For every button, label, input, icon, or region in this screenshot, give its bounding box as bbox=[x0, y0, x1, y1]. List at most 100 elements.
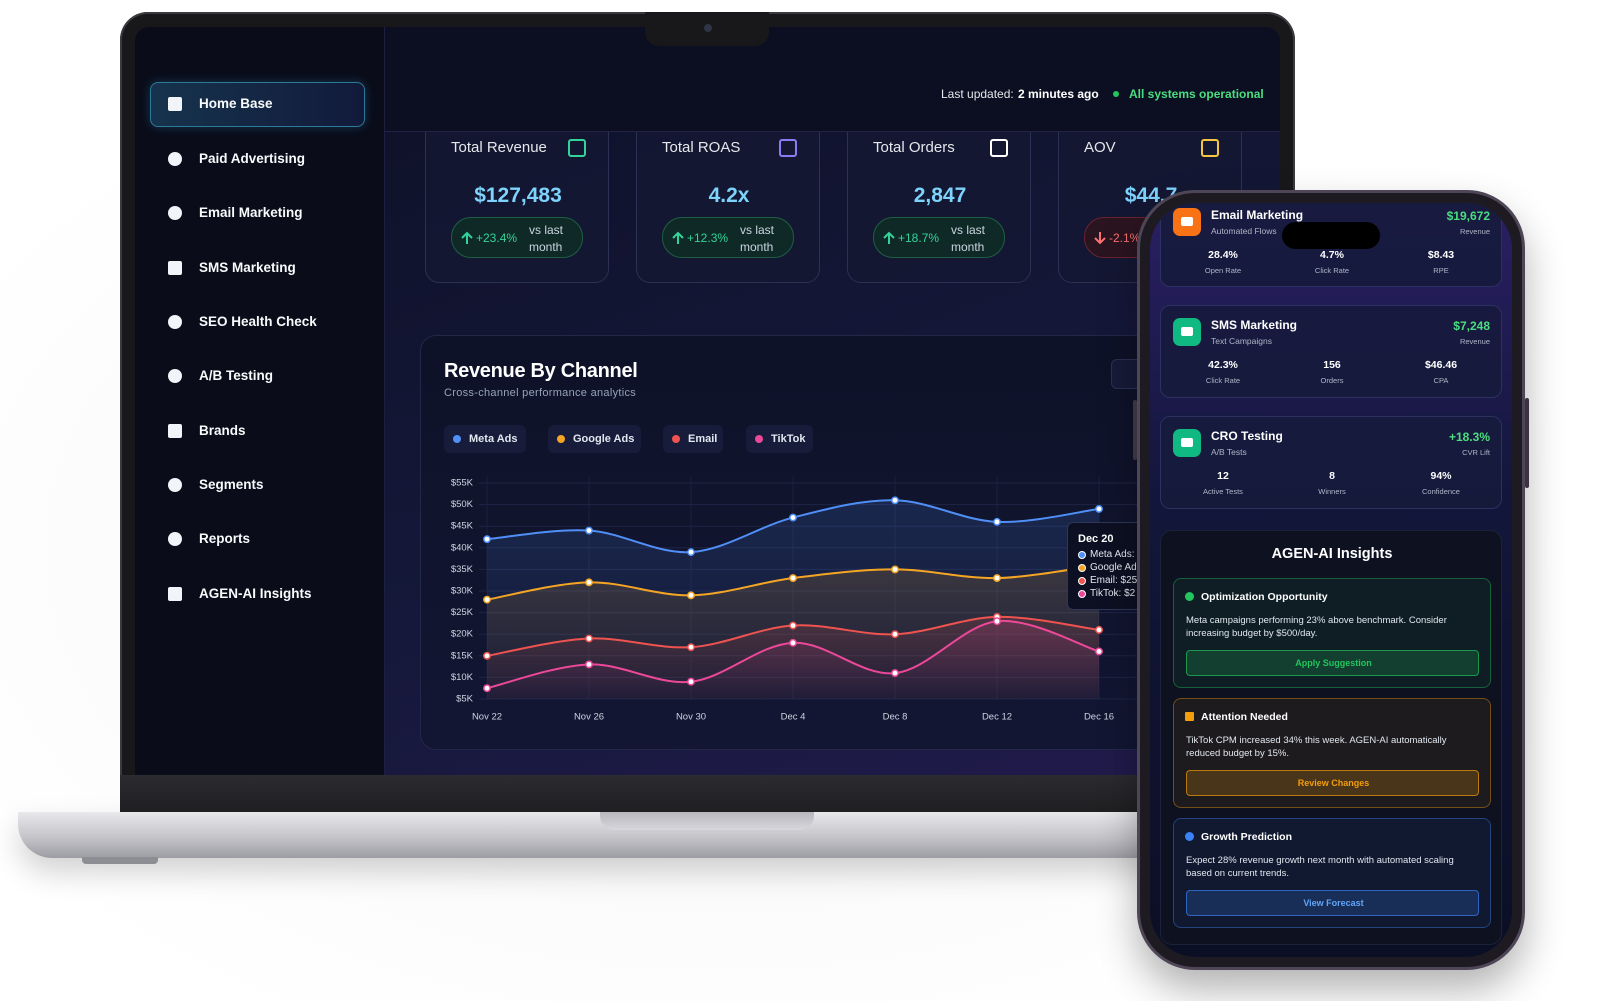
legend-item[interactable]: TikTok bbox=[746, 425, 813, 453]
nav-icon bbox=[168, 206, 182, 220]
nav-icon bbox=[168, 315, 182, 329]
metric-label: CPA bbox=[1433, 376, 1449, 385]
insight-title: Growth Prediction bbox=[1201, 831, 1293, 843]
tooltip-title: Dec 20 bbox=[1078, 533, 1114, 545]
series-area bbox=[487, 620, 1099, 699]
y-tick-label: $30K bbox=[451, 586, 474, 597]
metric-label: Orders bbox=[1320, 376, 1344, 385]
legend-label: TikTok bbox=[771, 433, 806, 445]
insight-icon bbox=[1185, 712, 1194, 721]
nav-label: SMS Marketing bbox=[199, 260, 296, 275]
channel-value: $19,672 bbox=[1446, 209, 1490, 223]
trend-arrow bbox=[883, 231, 895, 244]
status-dot bbox=[1113, 91, 1119, 97]
camera bbox=[704, 24, 712, 32]
arrow-path bbox=[1094, 232, 1106, 245]
data-point bbox=[483, 651, 491, 660]
legend-item[interactable]: Google Ads bbox=[548, 425, 641, 453]
updated-label: Last updated: bbox=[941, 87, 1014, 101]
tooltip-line: Google Ad bbox=[1090, 562, 1137, 573]
kpi-change: +12.3% bbox=[687, 231, 729, 245]
data-point bbox=[993, 517, 1001, 526]
insights-title: AGEN-AI Insights bbox=[1271, 546, 1393, 562]
metric-label: Active Tests bbox=[1203, 487, 1243, 496]
insight-button[interactable]: Apply Suggestion bbox=[1186, 650, 1479, 676]
kpi-title: Total Orders bbox=[873, 139, 955, 156]
nav-item[interactable]: A/B Testing bbox=[150, 356, 365, 396]
trend-arrow bbox=[672, 231, 684, 244]
channel-icon-glyph bbox=[1181, 438, 1193, 447]
legend-swatch bbox=[557, 435, 565, 443]
nav-item[interactable]: Home Base bbox=[150, 84, 365, 124]
nav-icon bbox=[168, 152, 182, 166]
kpi-change: +18.7% bbox=[898, 231, 940, 245]
kpi-icon bbox=[568, 139, 586, 157]
x-tick-label: Nov 26 bbox=[574, 712, 604, 723]
trend-arrow bbox=[461, 231, 473, 244]
x-tick-label: Nov 30 bbox=[676, 712, 706, 723]
kpi-icon bbox=[990, 139, 1008, 157]
y-tick-label: $40K bbox=[451, 542, 474, 553]
nav-item[interactable]: Segments bbox=[150, 465, 365, 505]
data-point bbox=[993, 574, 1001, 582]
nav-item[interactable]: Email Marketing bbox=[150, 193, 365, 233]
insight-icon bbox=[1185, 592, 1194, 601]
nav-icon bbox=[168, 478, 182, 492]
channel-value-label: CVR Lift bbox=[1462, 448, 1490, 457]
legend-item[interactable]: Email bbox=[663, 425, 723, 453]
kpi-note: vs last month bbox=[740, 223, 775, 254]
channel-title: CRO Testing bbox=[1211, 429, 1283, 443]
phone-screen: Email Marketing Automated Flows $19,672 Rev… bbox=[1150, 203, 1512, 957]
nav-item[interactable]: Brands bbox=[150, 411, 365, 451]
data-point bbox=[687, 591, 695, 600]
data-point bbox=[993, 617, 1001, 626]
nav-icon bbox=[168, 587, 182, 601]
metric-label: Click Rate bbox=[1314, 266, 1350, 275]
nav-label: Reports bbox=[199, 531, 251, 546]
nav-item[interactable]: Reports bbox=[150, 519, 365, 559]
metric-label: Confidence bbox=[1422, 487, 1460, 496]
kpi-change: +23.4% bbox=[476, 231, 518, 245]
arrow-path bbox=[672, 231, 684, 244]
laptop-screen: Total Revenue $127,483 +23.4% vs last month… bbox=[135, 27, 1280, 775]
nav-item[interactable]: AGEN-AI Insights bbox=[150, 574, 365, 614]
data-point bbox=[789, 513, 797, 522]
data-point bbox=[891, 669, 899, 678]
dynamic-island bbox=[1282, 222, 1380, 249]
metric-value: 94% bbox=[1430, 470, 1452, 482]
phone-button bbox=[1133, 400, 1137, 460]
data-point bbox=[1095, 625, 1103, 634]
top-header: Last updated: 2 minutes ago All systems op… bbox=[385, 27, 1280, 132]
nav-item[interactable]: SMS Marketing bbox=[150, 248, 365, 288]
data-point bbox=[483, 684, 491, 693]
nav-label: Home Base bbox=[199, 96, 273, 111]
metric-value: 156 bbox=[1323, 359, 1341, 371]
insight-button[interactable]: View Forecast bbox=[1186, 890, 1479, 916]
tooltip-swatch bbox=[1078, 590, 1086, 598]
chart-card: Revenue By Channel Cross-channel performa… bbox=[420, 335, 1187, 750]
data-point bbox=[585, 634, 593, 643]
legend-item[interactable]: Meta Ads bbox=[444, 425, 526, 453]
y-tick-label: $45K bbox=[451, 521, 474, 532]
channel-title: Email Marketing bbox=[1211, 208, 1304, 222]
kpi-change-pill: +12.3% vs last month bbox=[662, 217, 794, 258]
metric-value: 28.4% bbox=[1208, 249, 1238, 261]
data-point bbox=[789, 638, 797, 647]
chart-plot: $5K $10K $15K $20K $25K $30K $35K $40K $45K $50K $… bbox=[451, 476, 1181, 723]
data-point bbox=[891, 496, 899, 505]
insight-button[interactable]: Review Changes bbox=[1186, 770, 1479, 796]
metric-value: 8 bbox=[1329, 470, 1335, 482]
channel-subtitle: A/B Tests bbox=[1211, 447, 1247, 457]
metric-value: 42.3% bbox=[1208, 359, 1238, 371]
data-point bbox=[1095, 647, 1103, 656]
y-tick-label: $55K bbox=[451, 478, 474, 489]
y-tick-label: $15K bbox=[451, 650, 474, 661]
y-tick-label: $10K bbox=[451, 672, 474, 683]
y-tick-label: $50K bbox=[451, 499, 474, 510]
nav-item[interactable]: SEO Health Check bbox=[150, 302, 365, 342]
legend-label: Email bbox=[688, 433, 718, 445]
status-text: All systems operational bbox=[1129, 87, 1264, 101]
nav-item[interactable]: Paid Advertising bbox=[150, 139, 365, 179]
data-point bbox=[687, 643, 695, 652]
